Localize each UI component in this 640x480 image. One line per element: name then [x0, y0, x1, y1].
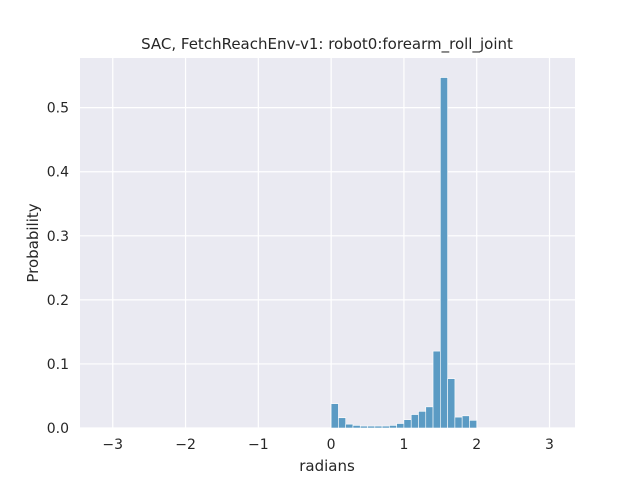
- y-tick-label: 0.3: [47, 229, 69, 245]
- y-tick-label: 0.1: [47, 357, 69, 373]
- histogram-bar: [469, 420, 478, 429]
- x-tick-label: 0: [327, 437, 336, 453]
- histogram-bar: [425, 406, 434, 429]
- x-tick-label: 3: [545, 437, 554, 453]
- y-tick-labels: 0.0 0.1 0.2 0.3 0.4 0.5: [47, 101, 69, 437]
- y-tick-label: 0.2: [47, 293, 69, 309]
- x-tick-label: −1: [248, 437, 269, 453]
- x-axis-label: radians: [299, 457, 355, 475]
- x-tick-labels: −3 −2 −1 0 1 2 3: [102, 437, 554, 453]
- x-tick-label: 1: [399, 437, 408, 453]
- histogram-bar: [418, 411, 427, 429]
- plot-background: [80, 58, 575, 428]
- histogram-bar: [447, 378, 456, 429]
- x-tick-label: −2: [175, 437, 196, 453]
- chart-title: SAC, FetchReachEnv-v1: robot0:forearm_ro…: [141, 35, 513, 54]
- histogram-bar: [396, 423, 405, 429]
- histogram-bar: [461, 415, 470, 429]
- histogram-bar: [389, 425, 397, 429]
- histogram-bar: [367, 425, 376, 429]
- histogram-bar: [374, 425, 383, 429]
- grid-lines: [80, 58, 575, 429]
- histogram-bar: [432, 350, 441, 429]
- x-tick-label: −3: [102, 437, 123, 453]
- histogram-bar: [359, 425, 368, 429]
- histogram-bar: [330, 403, 339, 429]
- histogram-bar: [338, 417, 346, 429]
- histogram-bar: [440, 77, 448, 429]
- histogram-bar: [410, 414, 419, 429]
- y-axis-label: Probability: [24, 203, 42, 282]
- histogram-bar: [381, 425, 390, 429]
- y-tick-label: 0.5: [47, 101, 69, 117]
- y-tick-label: 0.0: [47, 421, 69, 437]
- histogram-bar: [403, 419, 412, 429]
- histogram-bar: [352, 425, 361, 429]
- x-tick-label: 2: [472, 437, 481, 453]
- histogram-bar: [345, 423, 354, 429]
- bars: [330, 77, 478, 429]
- y-tick-label: 0.4: [47, 165, 69, 181]
- histogram-bar: [454, 416, 463, 429]
